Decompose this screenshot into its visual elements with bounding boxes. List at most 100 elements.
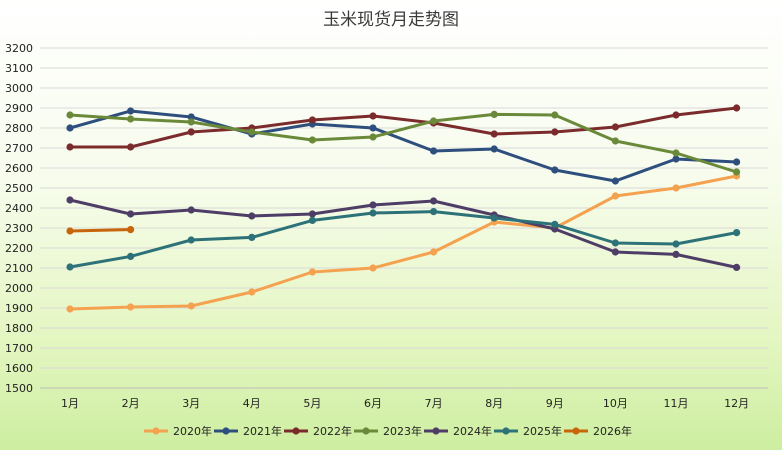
data-point xyxy=(672,111,680,119)
x-tick-label: 3月 xyxy=(182,397,200,410)
legend-label: 2022年 xyxy=(313,424,352,438)
legend-item: 2025年 xyxy=(494,424,562,438)
data-point xyxy=(308,116,316,124)
data-point xyxy=(490,130,498,138)
data-point xyxy=(66,196,74,204)
x-tick-label: 2月 xyxy=(122,397,140,410)
y-tick-label: 1600 xyxy=(5,362,33,375)
data-point xyxy=(672,240,680,248)
y-tick-label: 2200 xyxy=(5,242,33,255)
data-point xyxy=(672,250,680,258)
y-tick-label: 2100 xyxy=(5,262,33,275)
x-tick-label: 8月 xyxy=(485,397,503,410)
x-tick-label: 11月 xyxy=(664,397,689,410)
data-point xyxy=(430,208,438,216)
y-tick-label: 2500 xyxy=(5,182,33,195)
data-point xyxy=(672,149,680,157)
chart-title: 玉米现货月走势图 xyxy=(323,10,459,30)
data-point xyxy=(187,118,195,126)
y-tick-label: 1700 xyxy=(5,342,33,355)
y-tick-label: 2000 xyxy=(5,282,33,295)
data-point xyxy=(308,210,316,218)
x-axis-ticks: 1月 2月 3月 4月 5月 6月 7月 8月 9月 10月 11月 12月 xyxy=(61,397,749,410)
x-tick-label: 1月 xyxy=(61,397,79,410)
y-tick-label: 2700 xyxy=(5,142,33,155)
series-line xyxy=(68,106,739,149)
legend-item: 2022年 xyxy=(284,424,352,438)
y-tick-label: 1800 xyxy=(5,322,33,335)
legend-label: 2025年 xyxy=(523,424,562,438)
legend: 2020年 2021年 2022年 2023年 2024年 2025年 2026年 xyxy=(144,424,632,438)
series-2026年 xyxy=(66,226,135,235)
legend-label: 2026年 xyxy=(593,424,632,438)
data-point xyxy=(66,305,74,313)
data-point xyxy=(66,143,74,151)
legend-item: 2026年 xyxy=(564,424,632,438)
legend-item: 2024年 xyxy=(424,424,492,438)
series-line xyxy=(68,228,133,233)
data-point xyxy=(733,168,741,176)
y-tick-label: 1500 xyxy=(5,382,33,395)
x-tick-label: 10月 xyxy=(603,397,628,410)
data-point xyxy=(490,145,498,153)
y-tick-label: 2400 xyxy=(5,202,33,215)
series-line xyxy=(68,112,739,174)
data-point xyxy=(430,197,438,205)
legend-label: 2023年 xyxy=(383,424,422,438)
data-point xyxy=(611,239,620,247)
y-tick-label: 1900 xyxy=(5,302,33,315)
data-point xyxy=(490,110,498,118)
y-tick-label: 3100 xyxy=(5,62,33,75)
x-tick-label: 9月 xyxy=(546,397,564,410)
data-point xyxy=(430,147,438,155)
series-line xyxy=(68,109,739,183)
data-point xyxy=(66,263,74,271)
series-line xyxy=(68,174,739,311)
legend-swatch-marker xyxy=(362,427,370,435)
data-point xyxy=(430,248,438,256)
legend-swatch-marker xyxy=(152,427,160,435)
data-point xyxy=(611,123,620,131)
data-point xyxy=(187,236,195,244)
data-point xyxy=(430,117,438,125)
data-point xyxy=(551,128,559,136)
data-point xyxy=(187,128,195,136)
legend-label: 2020年 xyxy=(173,424,212,438)
legend-item: 2023年 xyxy=(354,424,422,438)
x-tick-label: 7月 xyxy=(425,397,443,410)
series-2023年 xyxy=(66,110,741,176)
data-point xyxy=(248,288,256,296)
legend-label: 2021年 xyxy=(243,424,282,438)
data-point xyxy=(187,302,195,310)
y-tick-label: 3000 xyxy=(5,82,33,95)
y-tick-label: 2800 xyxy=(5,122,33,135)
series-line xyxy=(68,198,739,269)
legend-label: 2024年 xyxy=(453,424,492,438)
x-tick-label: 6月 xyxy=(364,397,382,410)
series-2025年 xyxy=(66,208,741,271)
data-point xyxy=(248,233,256,241)
data-point xyxy=(369,124,377,132)
data-point xyxy=(66,124,74,132)
data-point xyxy=(66,111,74,119)
legend-swatch-marker xyxy=(502,427,510,435)
data-point xyxy=(369,264,377,272)
data-point xyxy=(127,303,135,311)
data-point xyxy=(187,113,195,121)
data-point xyxy=(127,115,135,123)
data-point xyxy=(308,216,316,224)
data-point xyxy=(733,104,741,112)
data-point xyxy=(127,226,135,234)
data-point xyxy=(672,155,680,163)
data-point xyxy=(369,209,377,217)
data-point xyxy=(611,248,620,256)
y-tick-label: 2900 xyxy=(5,102,33,115)
data-point xyxy=(369,201,377,209)
data-point xyxy=(127,252,135,260)
x-tick-label: 5月 xyxy=(303,397,321,410)
data-point xyxy=(733,229,741,237)
data-point xyxy=(248,212,256,220)
legend-item: 2020年 xyxy=(144,424,212,438)
data-point xyxy=(672,184,680,192)
